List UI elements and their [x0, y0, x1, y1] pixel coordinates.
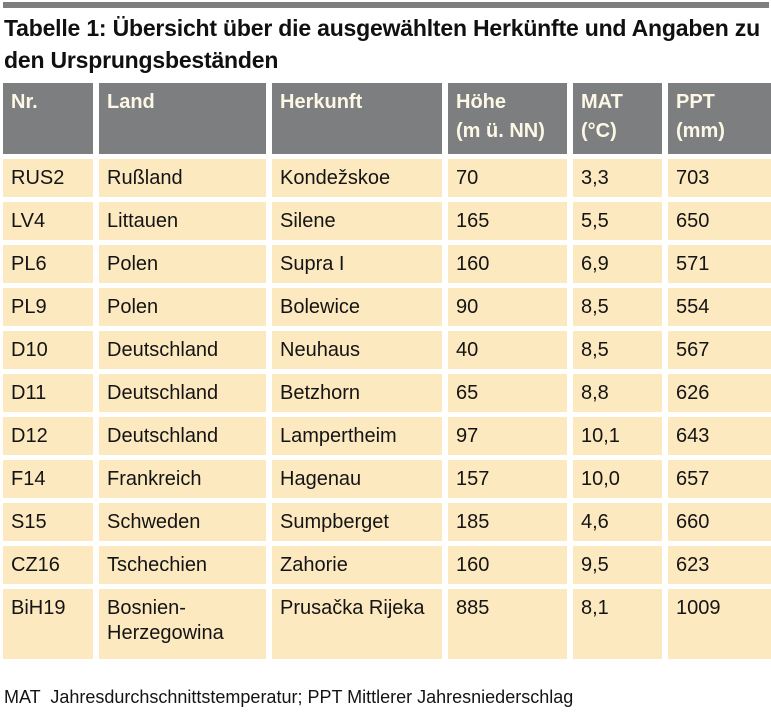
- cell-land: Littauen: [99, 202, 266, 240]
- cell-ppt: 643: [668, 417, 771, 455]
- cell-nr: PL6: [3, 245, 93, 283]
- cell-nr: S15: [3, 503, 93, 541]
- cell-nr: LV4: [3, 202, 93, 240]
- provenance-table: Nr. Land Herkunft Höhe (m ü. NN) MAT (°C) …: [3, 83, 771, 659]
- cell-ppt: 571: [668, 245, 771, 283]
- cell-herkunft: Bolewice: [272, 288, 442, 326]
- column-unit: (mm): [676, 120, 725, 142]
- cell-nr: D10: [3, 331, 93, 369]
- cell-nr: F14: [3, 460, 93, 498]
- cell-land: Deutschland: [99, 374, 266, 412]
- cell-nr: D11: [3, 374, 93, 412]
- cell-ppt: 567: [668, 331, 771, 369]
- column-label: Nr.: [11, 91, 38, 113]
- cell-mat: 8,5: [573, 331, 662, 369]
- cell-mat: 3,3: [573, 159, 662, 197]
- cell-hoehe: 157: [448, 460, 567, 498]
- cell-hoehe: 160: [448, 546, 567, 584]
- cell-herkunft: Betzhorn: [272, 374, 442, 412]
- cell-mat: 10,0: [573, 460, 662, 498]
- cell-hoehe: 65: [448, 374, 567, 412]
- column-header-nr: Nr.: [3, 83, 93, 154]
- cell-herkunft: Neuhaus: [272, 331, 442, 369]
- column-unit: (°C): [581, 120, 617, 142]
- table-title: Tabelle 1: Übersicht über die ausgewählt…: [4, 15, 760, 73]
- cell-mat: 4,6: [573, 503, 662, 541]
- cell-nr: CZ16: [3, 546, 93, 584]
- cell-ppt: 660: [668, 503, 771, 541]
- column-header-land: Land: [99, 83, 266, 154]
- column-label: PPT: [676, 91, 715, 113]
- cell-ppt: 554: [668, 288, 771, 326]
- cell-herkunft: Silene: [272, 202, 442, 240]
- cell-hoehe: 70: [448, 159, 567, 197]
- column-header-hoehe: Höhe (m ü. NN): [448, 83, 567, 154]
- cell-mat: 6,9: [573, 245, 662, 283]
- cell-land: Tschechien: [99, 546, 266, 584]
- cell-herkunft: Kondežskoe: [272, 159, 442, 197]
- cell-hoehe: 90: [448, 288, 567, 326]
- column-header-herkunft: Herkunft: [272, 83, 442, 154]
- cell-ppt: 1009: [668, 589, 771, 659]
- cell-mat: 9,5: [573, 546, 662, 584]
- cell-herkunft: Zahorie: [272, 546, 442, 584]
- cell-hoehe: 185: [448, 503, 567, 541]
- cell-herkunft: Hagenau: [272, 460, 442, 498]
- cell-ppt: 623: [668, 546, 771, 584]
- cell-herkunft: Sumpberget: [272, 503, 442, 541]
- cell-hoehe: 40: [448, 331, 567, 369]
- cell-ppt: 650: [668, 202, 771, 240]
- cell-mat: 8,5: [573, 288, 662, 326]
- cell-nr: BiH19: [3, 589, 93, 659]
- cell-mat: 8,8: [573, 374, 662, 412]
- cell-nr: D12: [3, 417, 93, 455]
- cell-nr: PL9: [3, 288, 93, 326]
- cell-nr: RUS2: [3, 159, 93, 197]
- cell-land: Schweden: [99, 503, 266, 541]
- column-label: Höhe: [456, 91, 506, 113]
- cell-mat: 8,1: [573, 589, 662, 659]
- cell-ppt: 703: [668, 159, 771, 197]
- column-label: Herkunft: [280, 91, 363, 113]
- column-header-mat: MAT (°C): [573, 83, 662, 154]
- cell-herkunft: Lampertheim: [272, 417, 442, 455]
- column-label: Land: [107, 91, 155, 113]
- cell-land: Frankreich: [99, 460, 266, 498]
- cell-land: Polen: [99, 245, 266, 283]
- column-header-ppt: PPT (mm): [668, 83, 771, 154]
- cell-hoehe: 165: [448, 202, 567, 240]
- top-rule-bar: [3, 2, 769, 8]
- cell-mat: 10,1: [573, 417, 662, 455]
- cell-mat: 5,5: [573, 202, 662, 240]
- cell-hoehe: 160: [448, 245, 567, 283]
- cell-land: Polen: [99, 288, 266, 326]
- cell-hoehe: 97: [448, 417, 567, 455]
- cell-herkunft: Supra I: [272, 245, 442, 283]
- cell-ppt: 657: [668, 460, 771, 498]
- table-footnote: MAT Jahresdurchschnittstemperatur; PPT M…: [4, 687, 574, 707]
- cell-herkunft: Prusačka Rijeka: [272, 589, 442, 659]
- cell-land: Deutschland: [99, 417, 266, 455]
- cell-land: Bosnien-Herzegowina: [99, 589, 266, 659]
- cell-land: Deutschland: [99, 331, 266, 369]
- cell-hoehe: 885: [448, 589, 567, 659]
- cell-ppt: 626: [668, 374, 771, 412]
- cell-land: Rußland: [99, 159, 266, 197]
- column-unit: (m ü. NN): [456, 120, 545, 142]
- column-label: MAT: [581, 91, 623, 113]
